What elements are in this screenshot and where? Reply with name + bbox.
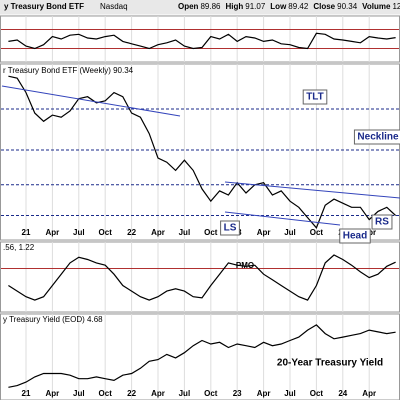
series-line <box>8 32 396 50</box>
panel <box>0 241 400 313</box>
panel-label: .56, 1.22 <box>3 243 35 252</box>
annotation: PMO <box>236 261 254 270</box>
x-tick-label: Oct <box>99 389 113 398</box>
quote-label: Low <box>270 2 287 11</box>
annotation-box <box>371 214 393 230</box>
x-tick-label: Apr <box>362 389 376 398</box>
x-tick-label: Oct <box>310 228 324 237</box>
panel <box>0 313 400 400</box>
x-tick-label: 22 <box>127 228 136 237</box>
x-tick-label: 21 <box>22 228 31 237</box>
annotation-box <box>339 228 371 244</box>
quote-value: 89.42 <box>288 2 309 11</box>
series-line <box>8 254 396 301</box>
x-tick-label: Oct <box>99 228 113 237</box>
series-line <box>8 324 396 388</box>
quote-value: 89.86 <box>200 2 221 11</box>
trendline <box>224 211 341 226</box>
x-tick-label: Apr <box>257 228 271 237</box>
panel-label: y Treasury Yield (EOD) 4.68 <box>3 315 103 324</box>
quote-label: Open <box>178 2 199 11</box>
quote-value: 121.6M <box>392 2 400 11</box>
quote-value: 91.07 <box>245 2 266 11</box>
quote-label: High <box>225 2 243 11</box>
x-tick-label: Apr <box>151 228 165 237</box>
header-bar <box>0 0 400 14</box>
annotation: TLT <box>306 92 324 103</box>
exchange: Nasdaq <box>100 2 128 11</box>
x-tick-label: Jul <box>284 389 296 398</box>
x-tick-label: Apr <box>46 228 60 237</box>
annotation-box <box>353 129 400 145</box>
panel <box>0 63 400 241</box>
x-tick-label: Jul <box>179 389 191 398</box>
x-tick-label: Apr <box>257 389 271 398</box>
annotation: Neckline <box>357 132 399 143</box>
x-tick-label: Jul <box>73 389 85 398</box>
annotation-box <box>302 89 328 105</box>
x-tick-label: Apr <box>46 389 60 398</box>
trendline <box>1 85 181 117</box>
x-tick-label: Jul <box>73 228 85 237</box>
x-tick-label: 24 <box>338 389 347 398</box>
annotation: Head <box>343 231 367 242</box>
quote-value: 90.34 <box>337 2 358 11</box>
annotation: RS <box>375 217 389 228</box>
x-tick-label: Oct <box>310 389 324 398</box>
x-tick-label: Apr <box>151 389 165 398</box>
annotation: LS <box>224 223 237 234</box>
x-tick-label: Oct <box>204 389 218 398</box>
trendline <box>224 181 400 199</box>
panel-label: r Treasury Bond ETF (Weekly) 90.34 <box>3 66 134 75</box>
x-tick-label: Jul <box>284 228 296 237</box>
x-tick-label: Oct <box>204 228 218 237</box>
quote-label: Close <box>313 2 335 11</box>
x-tick-label: 23 <box>233 389 242 398</box>
x-tick-label: 21 <box>22 389 31 398</box>
annotation: 20-Year Treasury Yield <box>277 358 383 369</box>
annotation-box <box>220 220 240 236</box>
quote-label: Volume <box>362 2 391 11</box>
series-line <box>8 75 397 229</box>
x-tick-label: Jul <box>179 228 191 237</box>
header-title: y Treasury Bond ETF <box>4 2 84 11</box>
x-tick-label: 22 <box>127 389 136 398</box>
